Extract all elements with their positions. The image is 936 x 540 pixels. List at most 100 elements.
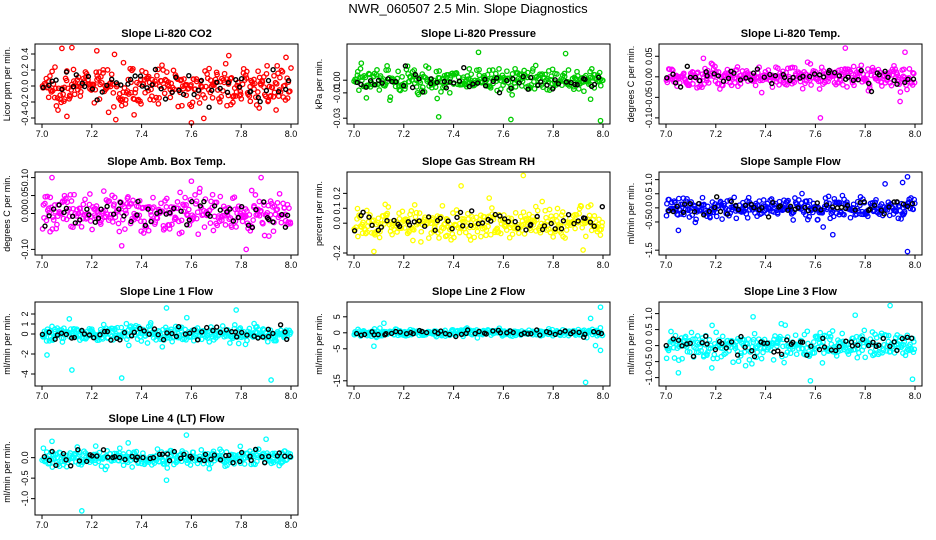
data-point xyxy=(98,79,105,86)
y-tick-label: 2 xyxy=(20,311,30,316)
data-point xyxy=(376,234,383,241)
data-point xyxy=(263,70,270,77)
reference-point xyxy=(712,204,718,211)
data-point xyxy=(60,91,66,98)
outlier-point xyxy=(69,44,75,51)
y-axis-label: degrees C per min. xyxy=(626,46,636,123)
data-point xyxy=(554,205,561,212)
reference-point xyxy=(121,213,127,219)
data-point xyxy=(474,228,481,235)
y-axis-label: percent per min. xyxy=(314,181,324,246)
data-point xyxy=(819,360,826,366)
reference-point xyxy=(412,71,418,78)
reference-point xyxy=(664,75,670,81)
data-point xyxy=(259,79,266,85)
data-point xyxy=(733,338,740,345)
data-point xyxy=(154,446,161,452)
reference-point xyxy=(156,451,163,457)
reference-point xyxy=(712,346,719,353)
reference-point xyxy=(127,76,134,83)
reference-point xyxy=(908,335,915,341)
reference-point xyxy=(704,73,710,79)
outlier-point xyxy=(371,343,377,350)
data-point xyxy=(489,205,495,211)
reference-point xyxy=(836,73,842,79)
data-point xyxy=(562,235,568,241)
data-point xyxy=(462,229,469,236)
reference-point xyxy=(128,218,134,225)
reference-point xyxy=(905,76,911,83)
outlier-point xyxy=(371,248,377,255)
reference-point xyxy=(104,82,110,89)
data-point xyxy=(48,89,55,95)
outlier-point xyxy=(118,375,125,381)
data-point xyxy=(120,59,127,66)
data-point xyxy=(129,464,136,470)
reference-point xyxy=(894,199,900,205)
reference-point xyxy=(515,225,521,231)
data-point xyxy=(542,71,548,78)
reference-point xyxy=(885,74,891,81)
reference-point xyxy=(699,340,705,346)
data-point xyxy=(170,67,177,74)
outlier-point xyxy=(435,114,442,120)
reference-point xyxy=(128,333,135,339)
data-point xyxy=(425,65,432,71)
reference-point xyxy=(541,223,548,229)
reference-point xyxy=(595,329,602,336)
data-point xyxy=(415,91,422,98)
reference-point xyxy=(902,79,908,86)
reference-point xyxy=(555,81,562,87)
data-point xyxy=(123,336,130,343)
reference-point xyxy=(820,74,827,80)
reference-point xyxy=(99,89,105,95)
data-point xyxy=(529,68,536,74)
reference-point xyxy=(687,200,693,207)
reference-point xyxy=(482,76,488,83)
panel-9: Slope Line 3 Flow ml/min per min. 7.0 7.2 7.… xyxy=(626,286,923,401)
data-point xyxy=(591,213,598,219)
data-point xyxy=(111,51,118,58)
reference-point xyxy=(535,82,541,89)
data-point xyxy=(765,67,772,73)
data-point xyxy=(709,322,715,329)
reference-point xyxy=(203,324,210,331)
data-point xyxy=(192,192,198,198)
reference-point xyxy=(50,206,57,212)
data-point xyxy=(558,212,565,218)
reference-point xyxy=(145,206,151,212)
data-point xyxy=(508,215,515,222)
data-point xyxy=(734,64,741,70)
data-point xyxy=(707,214,713,221)
plot-frame xyxy=(34,301,299,387)
reference-point xyxy=(86,332,93,338)
data-point xyxy=(111,201,117,208)
data-point xyxy=(690,81,696,87)
data-point xyxy=(485,223,491,230)
data-point xyxy=(387,97,393,104)
data-point xyxy=(680,70,687,77)
reference-point xyxy=(799,339,806,345)
reference-point xyxy=(81,83,88,90)
data-point xyxy=(47,194,54,201)
reference-point xyxy=(466,83,472,90)
data-point xyxy=(227,340,233,346)
reference-point xyxy=(360,209,366,216)
reference-point xyxy=(469,208,475,214)
data-point xyxy=(137,76,144,83)
data-point xyxy=(76,83,82,90)
data-point xyxy=(225,92,232,99)
reference-point xyxy=(438,328,444,334)
reference-point xyxy=(497,330,504,336)
reference-point xyxy=(428,76,434,82)
data-point xyxy=(408,208,415,214)
data-point xyxy=(691,203,698,210)
panel-title: Slope Line 1 Flow xyxy=(120,286,213,298)
reference-point xyxy=(197,203,204,209)
data-point xyxy=(66,213,73,220)
data-point xyxy=(854,354,861,361)
reference-point xyxy=(765,214,772,220)
reference-point xyxy=(144,85,150,91)
data-point xyxy=(433,68,440,75)
outlier-point xyxy=(49,438,55,445)
